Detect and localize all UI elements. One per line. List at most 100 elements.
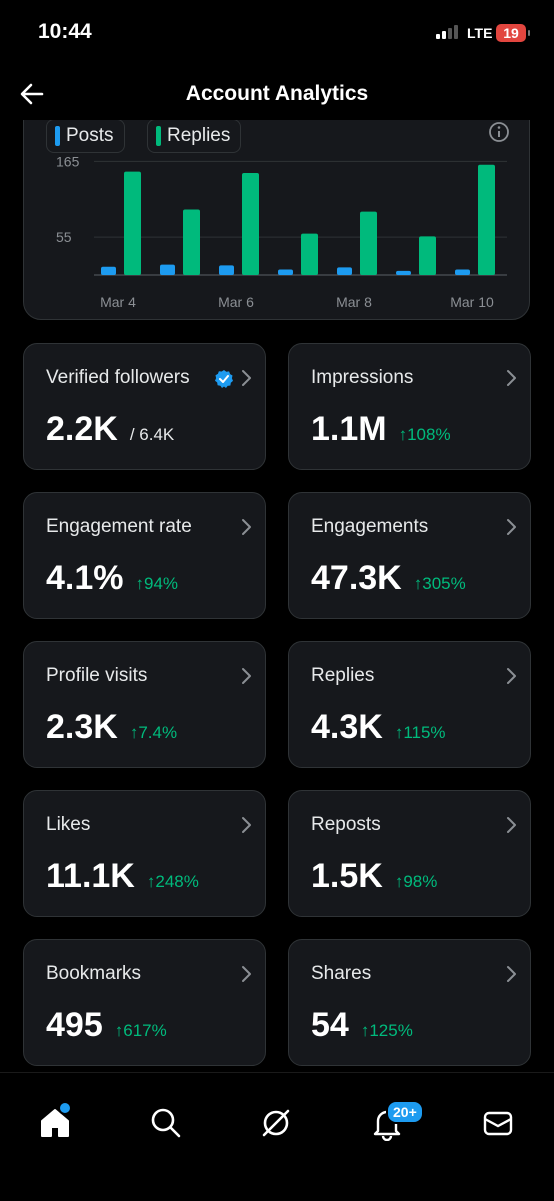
metric-value-row: 1.5K ↑98% [311, 857, 437, 896]
metric-value-row: 2.2K / 6.4K [46, 410, 174, 449]
tab-home[interactable] [37, 1101, 77, 1145]
metric-label: Impressions [311, 367, 414, 388]
metric-total: / 6.4K [129, 425, 175, 444]
signal-icon [436, 25, 458, 39]
x-tick-label: Mar 4 [100, 294, 136, 310]
bar-replies-mar-10[interactable] [478, 164, 495, 275]
metric-card-engagements[interactable]: Engagements 47.3K ↑305% [288, 492, 531, 619]
chevron-right-icon [242, 966, 251, 982]
metric-delta: ↑98% [394, 872, 438, 891]
home-unread-dot [58, 1101, 72, 1115]
metric-value: 2.2K [46, 410, 118, 448]
info-icon[interactable] [488, 121, 510, 143]
metric-value-row: 4.1% ↑94% [46, 559, 178, 598]
legend-label-replies: Replies [167, 125, 231, 146]
search-icon [151, 1108, 181, 1138]
x-tick-label: Mar 6 [218, 294, 254, 310]
battery-icon: 19 [496, 24, 530, 42]
metric-delta: ↑7.4% [129, 723, 178, 742]
chevron-right-icon [242, 668, 251, 684]
bar-replies-mar-4[interactable] [124, 171, 141, 275]
chevron-right-icon [242, 519, 251, 535]
bar-posts-mar-10[interactable] [455, 269, 470, 275]
metric-value-row: 4.3K ↑115% [311, 708, 446, 747]
metric-card-verified-followers[interactable]: Verified followers 2.2K / 6.4K [23, 343, 266, 470]
bar-posts-mar-8[interactable] [337, 267, 352, 275]
x-tick-label: Mar 8 [336, 294, 372, 310]
legend-swatch-posts [55, 126, 60, 146]
home-icon [41, 1109, 69, 1137]
network-label: LTE [467, 25, 493, 41]
metric-label: Verified followers [46, 367, 190, 388]
top-header: Account Analytics [0, 70, 554, 120]
tab-messages[interactable] [480, 1105, 520, 1145]
metric-value-row: 47.3K ↑305% [311, 559, 466, 598]
bar-replies-mar-5[interactable] [183, 209, 200, 275]
metric-value: 1.5K [311, 857, 383, 895]
page-title: Account Analytics [185, 82, 369, 105]
metric-delta: ↑108% [398, 425, 451, 444]
metric-value: 54 [311, 1006, 349, 1044]
metric-card-profile-visits[interactable]: Profile visits 2.3K ↑7.4% [23, 641, 266, 768]
metric-card-impressions[interactable]: Impressions 1.1M ↑108% [288, 343, 531, 470]
status-time: 10:44 [38, 20, 92, 43]
metric-card-reposts[interactable]: Reposts 1.5K ↑98% [288, 790, 531, 917]
bar-replies-mar-9[interactable] [419, 236, 436, 275]
bottom-tab-bar [0, 1072, 554, 1201]
metric-card-shares[interactable]: Shares 54 ↑125% [288, 939, 531, 1066]
tab-search[interactable] [148, 1105, 188, 1145]
chevron-right-icon [507, 370, 516, 386]
bar-posts-mar-5[interactable] [160, 264, 175, 275]
status-bar: 10:44 LTE 19 [0, 0, 554, 64]
metric-delta: ↑305% [413, 574, 466, 593]
metric-value-row: 54 ↑125% [311, 1006, 413, 1045]
y-tick-label: 165 [56, 153, 80, 169]
metric-delta: ↑115% [394, 723, 446, 742]
chevron-right-icon [507, 817, 516, 833]
bar-posts-mar-9[interactable] [396, 270, 411, 275]
metric-value: 11.1K [46, 857, 135, 895]
metric-card-replies[interactable]: Replies 4.3K ↑115% [288, 641, 531, 768]
legend-swatch-replies [156, 126, 161, 146]
bar-replies-mar-8[interactable] [360, 211, 377, 275]
metric-value: 495 [46, 1006, 103, 1044]
metric-value-row: 495 ↑617% [46, 1006, 167, 1045]
y-tick-label: 55 [56, 229, 72, 245]
legend-label-posts: Posts [66, 125, 114, 146]
back-arrow-icon[interactable] [18, 80, 46, 108]
metric-value: 4.1% [46, 559, 124, 597]
metric-label: Replies [311, 665, 375, 686]
metric-label: Engagement rate [46, 516, 192, 537]
bar-posts-mar-4[interactable] [101, 266, 116, 275]
chevron-right-icon [242, 370, 251, 386]
tab-grok[interactable] [258, 1105, 298, 1145]
metric-delta: ↑94% [135, 574, 179, 593]
metric-value: 4.3K [311, 708, 383, 746]
x-tick-label: Mar 10 [450, 294, 494, 310]
metric-value-row: 11.1K ↑248% [46, 857, 199, 896]
metric-value: 47.3K [311, 559, 402, 597]
bar-replies-mar-6[interactable] [242, 173, 259, 275]
metric-label: Likes [46, 814, 91, 835]
chevron-right-icon [507, 668, 516, 684]
chevron-right-icon [242, 817, 251, 833]
metric-value-row: 1.1M ↑108% [311, 410, 451, 449]
bar-posts-mar-6[interactable] [219, 265, 234, 275]
bar-chart: 165 55 Mar 4 Mar 6 Mar 8 Mar 10 [56, 153, 507, 310]
verified-badge-icon [215, 370, 233, 388]
metric-delta: ↑125% [360, 1021, 413, 1040]
chevron-right-icon [507, 519, 516, 535]
metric-label: Profile visits [46, 665, 148, 686]
metric-label: Reposts [311, 814, 381, 835]
metric-card-bookmarks[interactable]: Bookmarks 495 ↑617% [23, 939, 266, 1066]
bar-posts-mar-7[interactable] [278, 269, 293, 275]
metric-card-likes[interactable]: Likes 11.1K ↑248% [23, 790, 266, 917]
metric-delta: ↑617% [114, 1021, 167, 1040]
activity-chart-card: Posts Replies 165 55 Mar 4 Mar 6 Mar 8 Mar 1… [23, 90, 530, 320]
mail-icon [483, 1111, 513, 1136]
metric-label: Engagements [311, 516, 429, 537]
metric-value-row: 2.3K ↑7.4% [46, 708, 177, 747]
metric-card-engagement-rate[interactable]: Engagement rate 4.1% ↑94% [23, 492, 266, 619]
bar-replies-mar-7[interactable] [301, 233, 318, 275]
chevron-right-icon [507, 966, 516, 982]
